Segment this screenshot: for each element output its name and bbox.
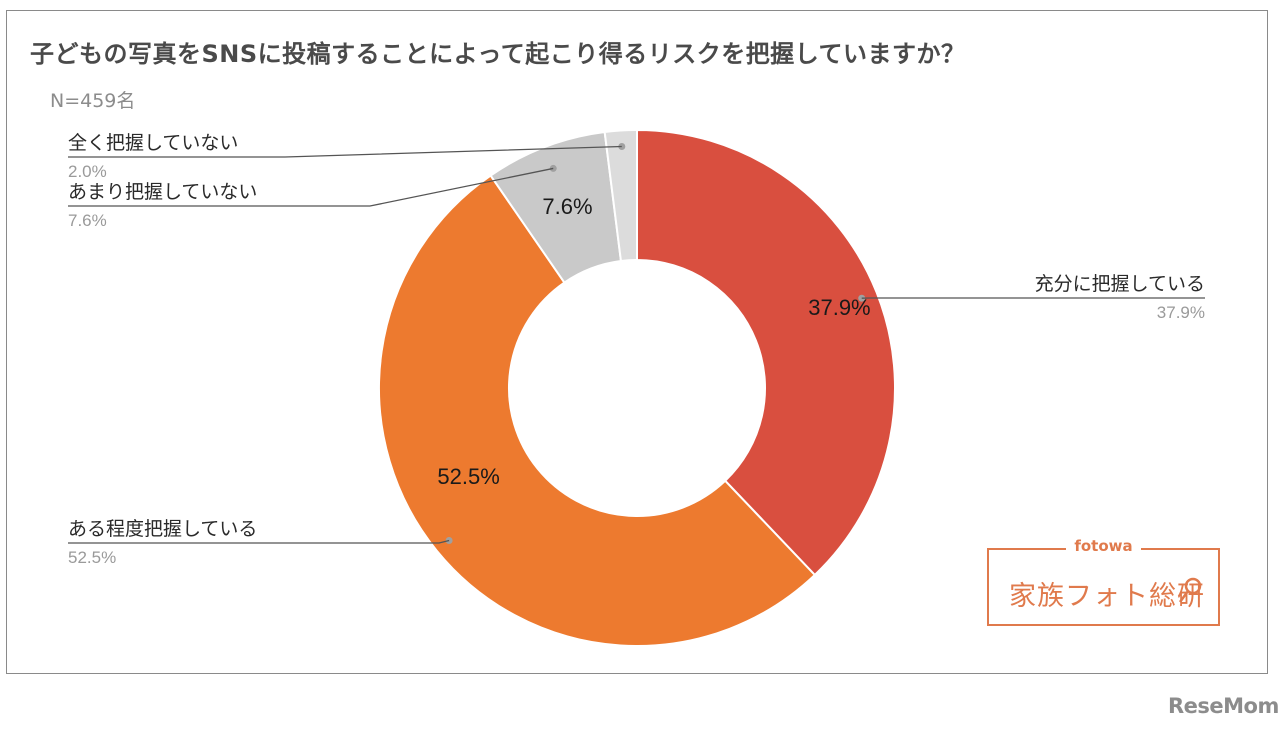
logo-subtitle: fotowa — [1066, 537, 1141, 555]
legend-value-label: 2.0% — [68, 162, 107, 181]
legend-category-label: 全く把握していない — [68, 132, 238, 154]
slice-value-label: 52.5% — [437, 464, 499, 489]
legend-value-label: 37.9% — [1157, 303, 1205, 322]
logo-title: 家族フォト総研 — [1009, 581, 1205, 612]
chart-title: 子どもの写真をSNSに投稿することによって起こり得るリスクを把握していますか？ — [30, 40, 966, 68]
legend-value-label: 7.6% — [68, 211, 107, 230]
donut-slice — [603, 128, 638, 263]
legend-value-label: 52.5% — [68, 548, 116, 567]
donut-slice — [636, 128, 896, 577]
resemom-brand: ReseMom — [1168, 694, 1279, 718]
leader-line — [68, 167, 554, 207]
magnifier-icon — [1178, 577, 1202, 603]
fotowa-logo: fotowa 家族フォト総研 — [987, 537, 1220, 626]
legend-category-label: ある程度把握している — [68, 518, 257, 540]
legend-category-label: あまり把握していない — [68, 181, 257, 203]
legend-category-label: 充分に把握している — [1035, 273, 1205, 295]
leader-line — [68, 539, 450, 544]
donut-slice — [378, 174, 817, 647]
sample-size-note: N=459名 — [50, 90, 136, 112]
leader-line — [68, 145, 622, 158]
slice-value-label: 7.6% — [542, 194, 592, 219]
